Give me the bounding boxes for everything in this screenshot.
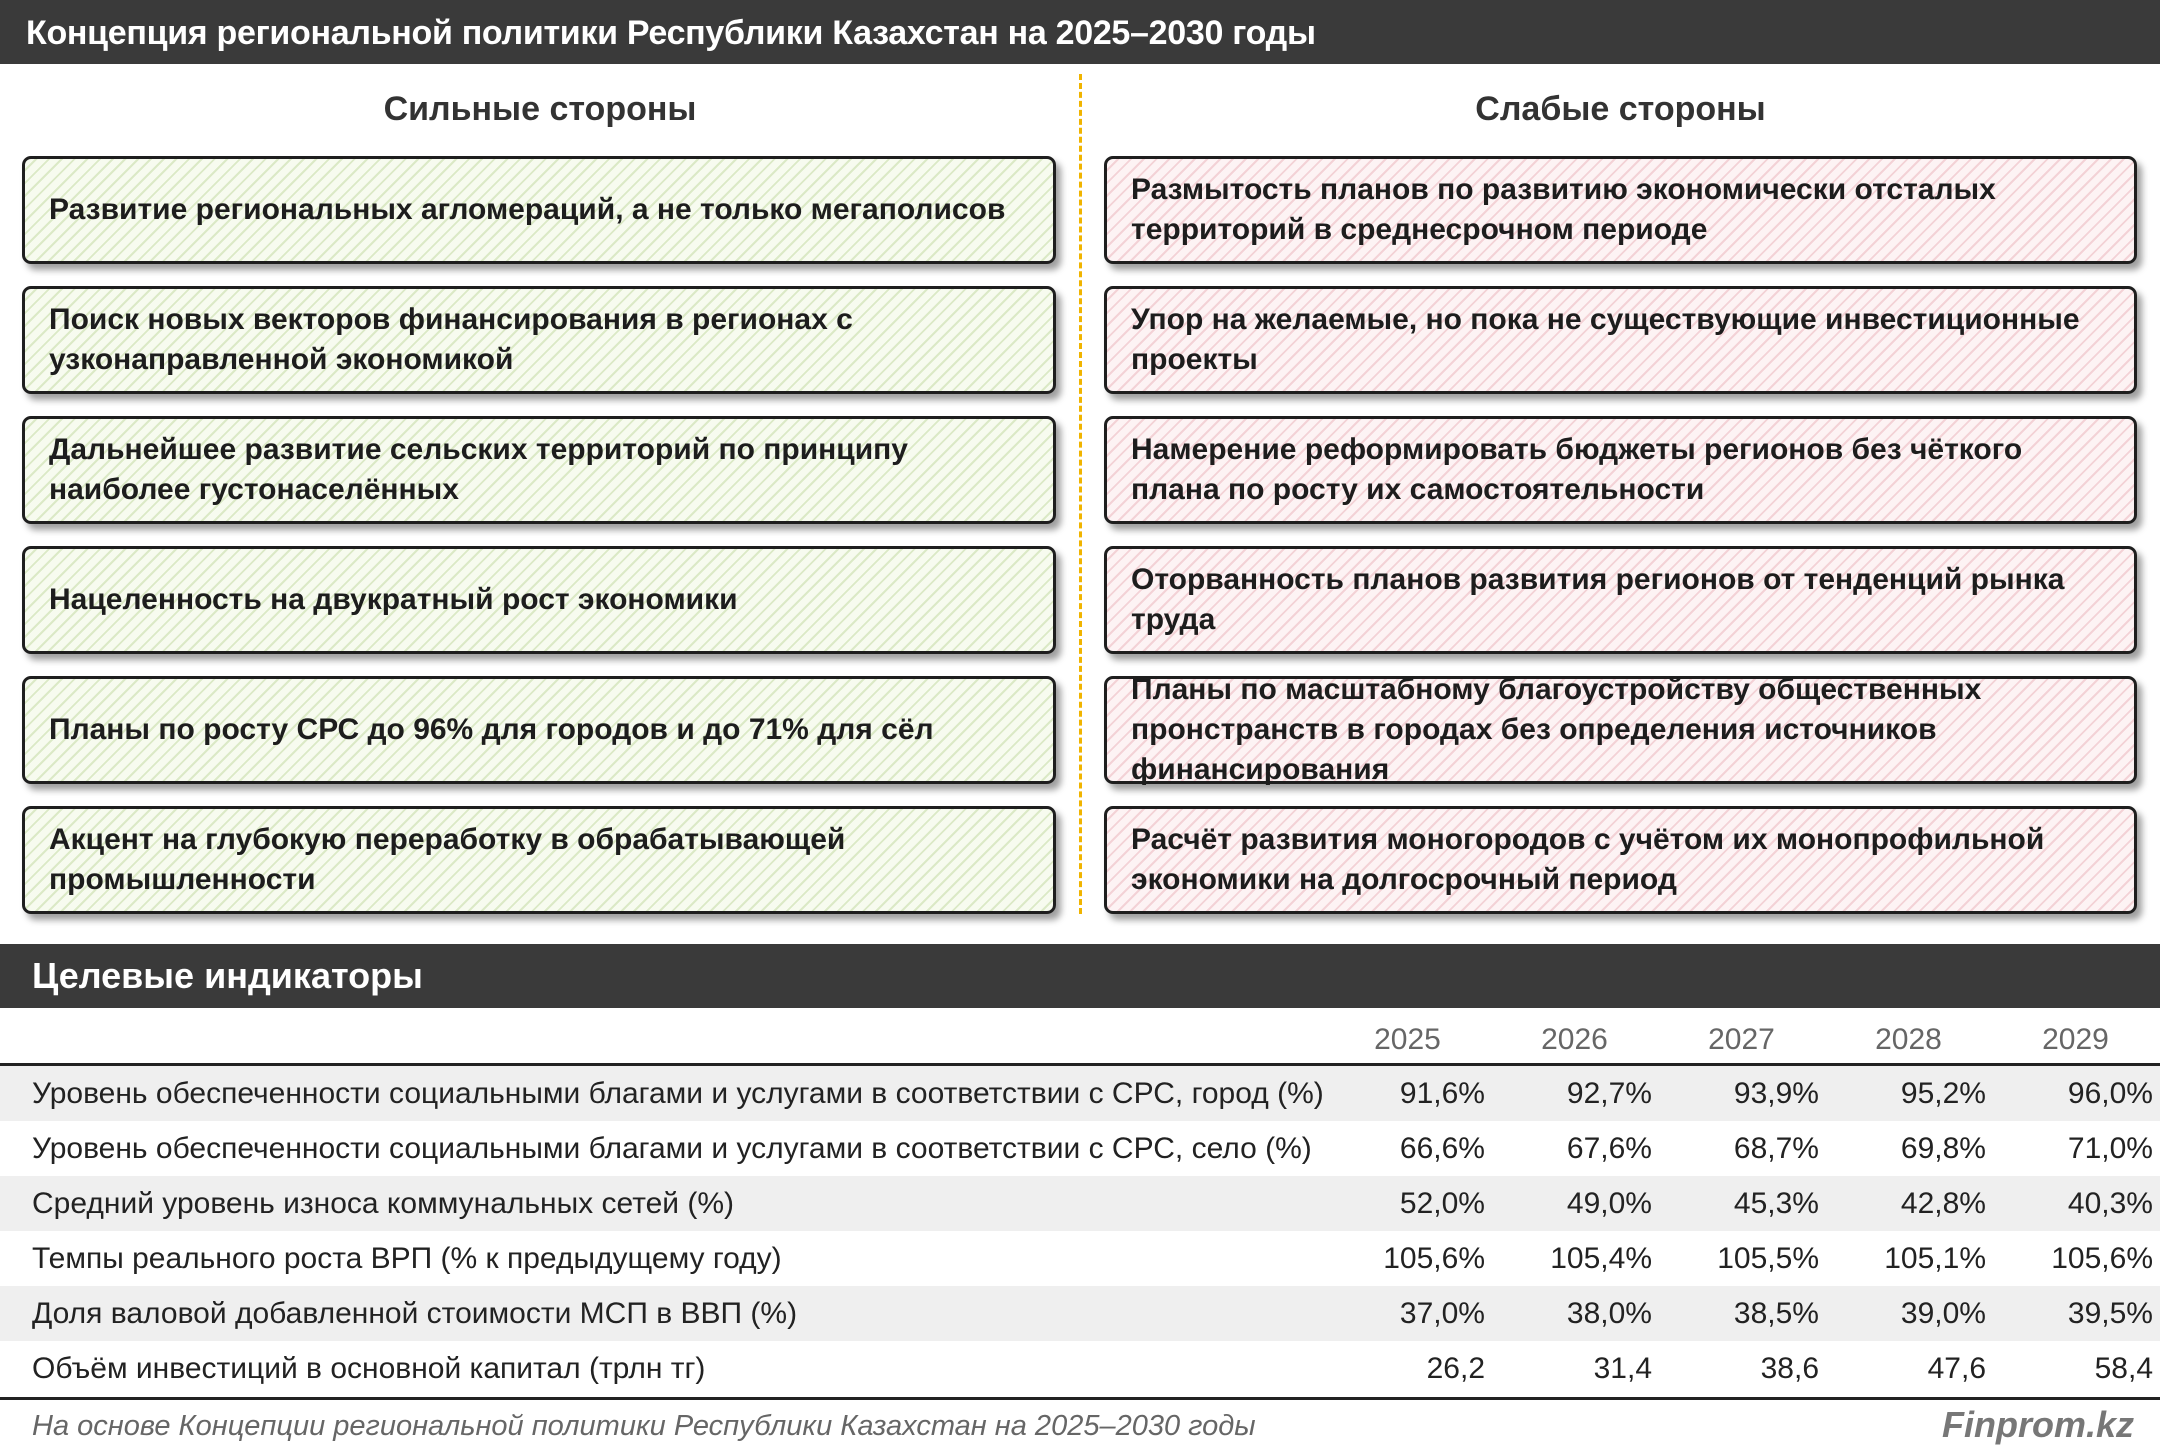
cell-value: 105,1% <box>1884 1242 1986 1275</box>
year-header-row: 2025 2026 2027 2028 2029 <box>0 1014 2160 1066</box>
year-header: 2028 <box>1875 1023 1942 1056</box>
weakness-text: Размытость планов по развитию экономичес… <box>1131 173 1996 246</box>
strength-text: Акцент на глубокую переработку в обрабат… <box>49 823 846 896</box>
cell-value: 66,6% <box>1399 1132 1485 1165</box>
strengths-heading: Сильные стороны <box>383 90 697 128</box>
cell-value: 38,6 <box>1760 1352 1819 1385</box>
strength-card: Планы по росту СРС до 96% для городов и … <box>22 676 1056 784</box>
strength-text: Планы по росту СРС до 96% для городов и … <box>49 713 934 746</box>
page-title: Концепция региональной политики Республи… <box>0 0 2160 64</box>
cell-value: 69,8% <box>1900 1132 1986 1165</box>
table-row: Уровень обеспеченности социальными блага… <box>0 1121 2160 1176</box>
cell-value: 105,6% <box>2051 1242 2153 1275</box>
weaknesses-heading: Слабые стороны <box>1475 90 1766 128</box>
cell-value: 52,0% <box>1399 1187 1485 1220</box>
weakness-text: Намерение реформировать бюджеты регионов… <box>1131 433 2023 506</box>
weakness-card: Оторванность планов развития регионов от… <box>1104 546 2137 654</box>
row-label: Доля валовой добавленной стоимости МСП в… <box>32 1297 798 1330</box>
cell-value: 31,4 <box>1593 1352 1652 1385</box>
strength-text: Поиск новых векторов финансирования в ре… <box>49 303 853 376</box>
strength-card: Нацеленность на двукратный рост экономик… <box>22 546 1056 654</box>
cell-value: 105,4% <box>1550 1242 1652 1275</box>
cell-value: 68,7% <box>1733 1132 1819 1165</box>
cell-value: 92,7% <box>1566 1077 1652 1110</box>
strength-card: Поиск новых векторов финансирования в ре… <box>22 286 1056 394</box>
cell-value: 91,6% <box>1399 1077 1485 1110</box>
column-divider <box>1079 74 1082 914</box>
weakness-text: Оторванность планов развития регионов от… <box>1131 563 2065 636</box>
cell-value: 67,6% <box>1566 1132 1652 1165</box>
cell-value: 42,8% <box>1900 1187 1986 1220</box>
table-row: Уровень обеспеченности социальными блага… <box>0 1066 2160 1121</box>
weakness-card: Размытость планов по развитию экономичес… <box>1104 156 2137 264</box>
cell-value: 39,0% <box>1900 1297 1986 1330</box>
year-header: 2027 <box>1708 1023 1775 1056</box>
brand-logo-text: Finprom.kz <box>1941 1404 2134 1445</box>
table-row: Объём инвестиций в основной капитал (трл… <box>0 1341 2160 1396</box>
weakness-text: Расчёт развития моногородов с учётом их … <box>1131 823 2045 896</box>
indicators-heading: Целевые индикаторы <box>0 944 2160 1008</box>
cell-value: 37,0% <box>1399 1297 1485 1330</box>
strength-text: Дальнейшее развитие сельских территорий … <box>49 433 908 506</box>
cell-value: 105,5% <box>1717 1242 1819 1275</box>
table-row: Доля валовой добавленной стоимости МСП в… <box>0 1286 2160 1341</box>
row-label: Средний уровень износа коммунальных сете… <box>32 1187 735 1220</box>
row-label: Уровень обеспеченности социальными блага… <box>32 1132 1312 1165</box>
strength-card: Развитие региональных агломераций, а не … <box>22 156 1056 264</box>
row-label: Объём инвестиций в основной капитал (трл… <box>32 1352 706 1385</box>
table-row: Темпы реального роста ВРП (% к предыдуще… <box>0 1231 2160 1286</box>
row-label: Темпы реального роста ВРП (% к предыдуще… <box>32 1242 782 1275</box>
cell-value: 40,3% <box>2067 1187 2153 1220</box>
cell-value: 58,4 <box>2094 1352 2153 1385</box>
weakness-card: Упор на желаемые, но пока не существующи… <box>1104 286 2137 394</box>
cell-value: 71,0% <box>2067 1132 2153 1165</box>
row-label: Уровень обеспеченности социальными блага… <box>32 1077 1324 1110</box>
cell-value: 45,3% <box>1733 1187 1819 1220</box>
cell-value: 38,5% <box>1733 1297 1819 1330</box>
strength-text: Нацеленность на двукратный рост экономик… <box>49 583 738 616</box>
cell-value: 96,0% <box>2067 1077 2153 1110</box>
cell-value: 93,9% <box>1733 1077 1819 1110</box>
strength-card: Дальнейшее развитие сельских территорий … <box>22 416 1056 524</box>
strength-card: Акцент на глубокую переработку в обрабат… <box>22 806 1056 914</box>
year-header: 2029 <box>2042 1023 2109 1056</box>
year-header: 2026 <box>1541 1023 1608 1056</box>
weakness-card: Расчёт развития моногородов с учётом их … <box>1104 806 2137 914</box>
table-bottom-rule <box>0 1397 2160 1400</box>
source-note: На основе Концепции региональной политик… <box>32 1410 1256 1442</box>
year-header: 2025 <box>1374 1023 1441 1056</box>
cell-value: 26,2 <box>1426 1352 1485 1385</box>
weakness-card: Планы по масштабному благоустройству общ… <box>1104 673 2137 786</box>
strength-text: Развитие региональных агломераций, а не … <box>49 193 1006 226</box>
cell-value: 47,6 <box>1927 1352 1986 1385</box>
cell-value: 49,0% <box>1566 1187 1652 1220</box>
cell-value: 105,6% <box>1383 1242 1485 1275</box>
weakness-card: Намерение реформировать бюджеты регионов… <box>1104 416 2137 524</box>
weakness-text: Планы по масштабному благоустройству общ… <box>1131 673 1982 786</box>
cell-value: 39,5% <box>2067 1297 2153 1330</box>
cell-value: 95,2% <box>1900 1077 1986 1110</box>
table-row: Средний уровень износа коммунальных сете… <box>0 1176 2160 1231</box>
cell-value: 38,0% <box>1566 1297 1652 1330</box>
weakness-text: Упор на желаемые, но пока не существующи… <box>1131 303 2080 376</box>
